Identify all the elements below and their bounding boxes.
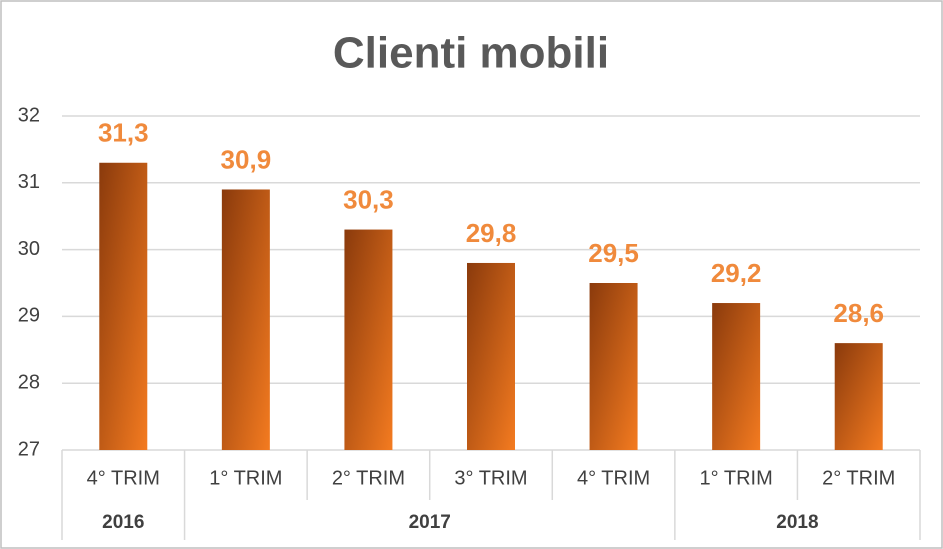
y-tick-label: 31 [18,171,40,193]
bar [712,303,761,450]
bar [589,283,638,450]
x-tick-label: 1° TRIM [700,467,773,489]
data-label: 29,2 [711,258,762,288]
chart-title: Clienti mobili [333,29,609,78]
x-tick-label: 4° TRIM [87,467,160,489]
bar [221,189,270,451]
x-tick-label: 2° TRIM [332,467,405,489]
bar [99,162,148,450]
bar [344,229,393,450]
bar [467,262,515,450]
y-tick-label: 28 [18,371,40,393]
data-label: 29,5 [588,238,639,268]
y-tick-label: 29 [18,305,40,327]
data-label: 28,6 [833,298,884,328]
data-label: 29,8 [466,218,517,248]
group-label: 2016 [102,512,144,533]
group-label: 2017 [409,512,451,533]
data-label: 31,3 [98,118,149,148]
data-label: 30,9 [221,144,272,174]
bar [834,343,883,450]
data-label: 30,3 [343,184,394,214]
x-tick-label: 1° TRIM [209,467,282,489]
y-tick-label: 27 [18,438,40,460]
y-tick-label: 30 [18,238,40,260]
x-tick-label: 2° TRIM [822,467,895,489]
x-tick-label: 3° TRIM [454,467,527,489]
group-label: 2018 [776,512,818,533]
y-tick-label: 32 [18,104,40,126]
x-tick-label: 4° TRIM [577,467,650,489]
